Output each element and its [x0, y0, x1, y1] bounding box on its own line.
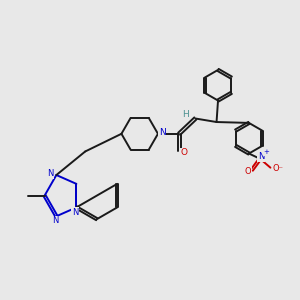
Text: N: N	[258, 152, 265, 161]
Text: N: N	[72, 208, 78, 217]
Text: N: N	[159, 128, 166, 137]
Text: H: H	[182, 110, 189, 119]
Text: N: N	[47, 169, 53, 178]
Text: O: O	[181, 148, 188, 158]
Text: N: N	[52, 217, 58, 226]
Text: O⁻: O⁻	[273, 164, 283, 173]
Text: O: O	[244, 167, 251, 176]
Text: +: +	[264, 149, 269, 155]
